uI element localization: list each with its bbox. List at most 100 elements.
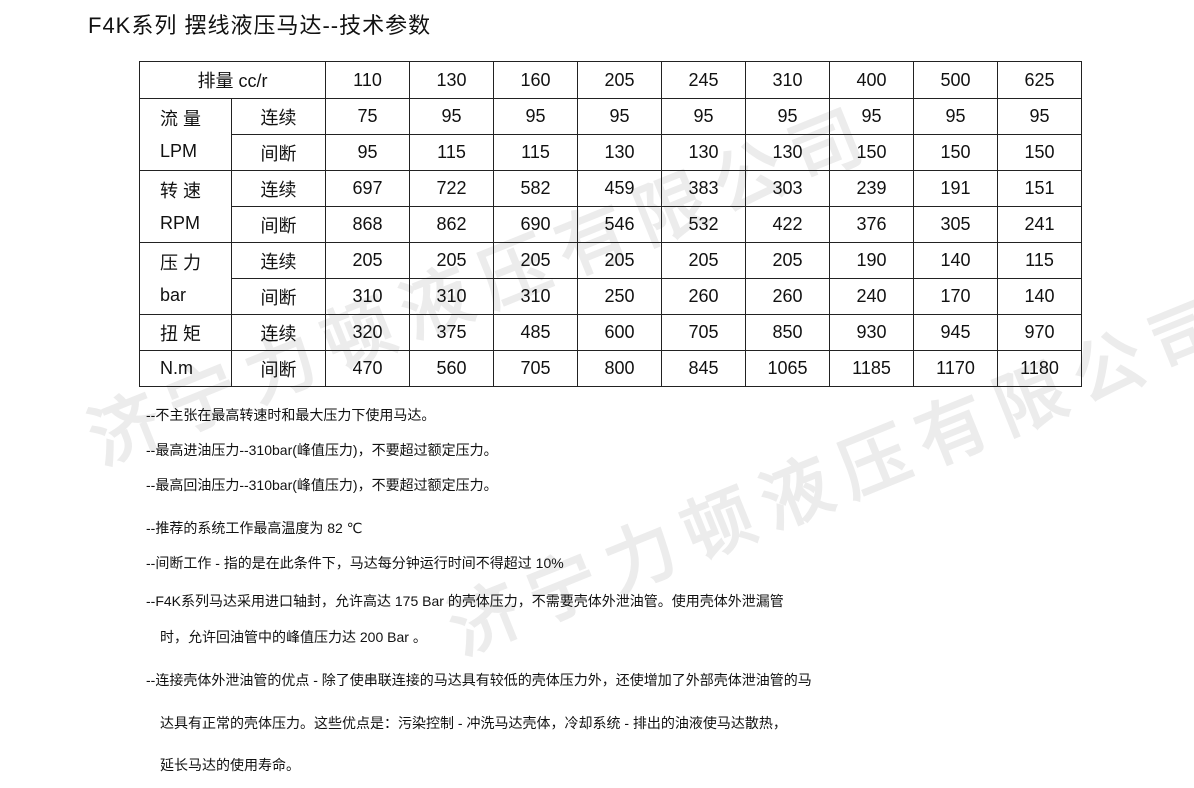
table-row: N.m 间断 470 560 705 800 845 1065 1185 1170 1180 (139, 350, 1082, 387)
value-cell: 150 (913, 134, 998, 171)
group-label: 压 力 bar (139, 242, 232, 315)
displacement-cell: 310 (745, 61, 830, 99)
value-cell: 140 (997, 278, 1082, 315)
value-cell: 130 (577, 134, 662, 171)
group-name: 流 量 (160, 108, 202, 129)
value-cell: 320 (325, 314, 410, 351)
displacement-cell: 625 (997, 61, 1082, 99)
table-row: 转 速 RPM 连续 697 722 582 459 383 303 239 191 151 (139, 170, 1082, 243)
value-cell: 191 (913, 170, 998, 207)
value-cell: 383 (661, 170, 746, 207)
value-cell: 151 (997, 170, 1082, 207)
sub-label: 间断 (231, 206, 326, 243)
header-row: 排量 cc/r 110 130 160 205 245 310 400 500 625 (139, 61, 1082, 99)
table-row: 扭 矩连续 320 375 485 600 705 850 930 945 970 (139, 314, 1082, 351)
note-line: --连接壳体外泄油管的优点 - 除了使串联连接的马达具有较低的壳体压力外，还使增… (146, 672, 812, 688)
value-cell: 140 (913, 242, 998, 279)
value-cell: 722 (409, 170, 494, 207)
value-cell: 170 (913, 278, 998, 315)
note-line: 时，允许回油管中的峰值压力达 200 Bar 。 (160, 629, 427, 645)
sub-label: 连续 (231, 98, 326, 135)
value-cell: 930 (829, 314, 914, 351)
value-cell: 250 (577, 278, 662, 315)
value-cell: 260 (745, 278, 830, 315)
note-line: 达具有正常的壳体压力。这些优点是：污染控制 - 冲洗马达壳体，冷却系统 - 排出… (160, 715, 787, 731)
value-cell: 205 (661, 242, 746, 279)
value-cell: 205 (325, 242, 410, 279)
value-cell: 303 (745, 170, 830, 207)
value-cell: 459 (577, 170, 662, 207)
value-cell: 862 (409, 206, 494, 243)
value-cell: 95 (997, 98, 1082, 135)
value-cell: 95 (745, 98, 830, 135)
group-name: 压 力 (160, 252, 202, 273)
value-cell: 205 (577, 242, 662, 279)
value-cell: 205 (745, 242, 830, 279)
note-line: --推荐的系统工作最高温度为 82 ℃ (146, 520, 363, 536)
value-cell: 560 (409, 350, 494, 387)
value-cell: 1065 (745, 350, 830, 387)
value-cell: 970 (997, 314, 1082, 351)
value-cell: 95 (661, 98, 746, 135)
sub-label: 连续 (231, 242, 326, 279)
value-cell: 240 (829, 278, 914, 315)
value-cell: 705 (493, 350, 578, 387)
table-row: 流 量 LPM 连续 75 95 95 95 95 95 95 95 95 (139, 98, 1082, 171)
value-cell: 705 (661, 314, 746, 351)
value-cell: 115 (997, 242, 1082, 279)
value-cell: 205 (409, 242, 494, 279)
group-unit: RPM (160, 212, 200, 233)
value-cell: 1180 (997, 350, 1082, 387)
displacement-cell: 500 (913, 61, 998, 99)
note-line: --最高回油压力--310bar(峰值压力)，不要超过额定压力。 (146, 477, 498, 493)
value-cell: 130 (745, 134, 830, 171)
sub-label: 连续 (231, 314, 326, 351)
group-label: 转 速 RPM (139, 170, 232, 243)
value-cell: 260 (661, 278, 746, 315)
note-line: --最高进油压力--310bar(峰值压力)，不要超过额定压力。 (146, 442, 498, 458)
value-cell: 205 (493, 242, 578, 279)
note-line: 延长马达的使用寿命。 (160, 757, 300, 773)
sub-label: 连续 (231, 170, 326, 207)
displacement-header: 排量 cc/r (139, 61, 326, 99)
group-label: 流 量 LPM (139, 98, 232, 171)
value-cell: 582 (493, 170, 578, 207)
group-unit: N.m (139, 350, 232, 387)
value-cell: 690 (493, 206, 578, 243)
displacement-cell: 110 (325, 61, 410, 99)
value-cell: 1170 (913, 350, 998, 387)
displacement-cell: 130 (409, 61, 494, 99)
group-unit: bar (160, 284, 187, 305)
value-cell: 697 (325, 170, 410, 207)
value-cell: 850 (745, 314, 830, 351)
value-cell: 310 (493, 278, 578, 315)
value-cell: 239 (829, 170, 914, 207)
value-cell: 310 (409, 278, 494, 315)
value-cell: 95 (325, 134, 410, 171)
value-cell: 800 (577, 350, 662, 387)
table-row: 间断 868 862 690 546 532 422 376 305 241 (140, 206, 1082, 243)
value-cell: 75 (325, 98, 410, 135)
value-cell: 130 (661, 134, 746, 171)
displacement-cell: 400 (829, 61, 914, 99)
table-row: 间断 95 115 115 130 130 130 150 150 150 (140, 134, 1082, 171)
sub-label: 间断 (231, 350, 326, 387)
value-cell: 95 (829, 98, 914, 135)
value-cell: 190 (829, 242, 914, 279)
value-cell: 1185 (829, 350, 914, 387)
displacement-cell: 245 (661, 61, 746, 99)
table-row: 压 力 bar 连续 205 205 205 205 205 205 190 140 115 (139, 242, 1082, 315)
group-name: 扭 矩 (139, 314, 232, 351)
value-cell: 95 (409, 98, 494, 135)
value-cell: 945 (913, 314, 998, 351)
value-cell: 310 (325, 278, 410, 315)
value-cell: 241 (997, 206, 1082, 243)
note-line: --F4K系列马达采用进口轴封，允许高达 175 Bar 的壳体压力，不需要壳体… (146, 593, 784, 609)
value-cell: 115 (409, 134, 494, 171)
table-row: 间断 310 310 310 250 260 260 240 170 140 (140, 278, 1082, 315)
displacement-cell: 160 (493, 61, 578, 99)
value-cell: 422 (745, 206, 830, 243)
value-cell: 95 (577, 98, 662, 135)
displacement-cell: 205 (577, 61, 662, 99)
